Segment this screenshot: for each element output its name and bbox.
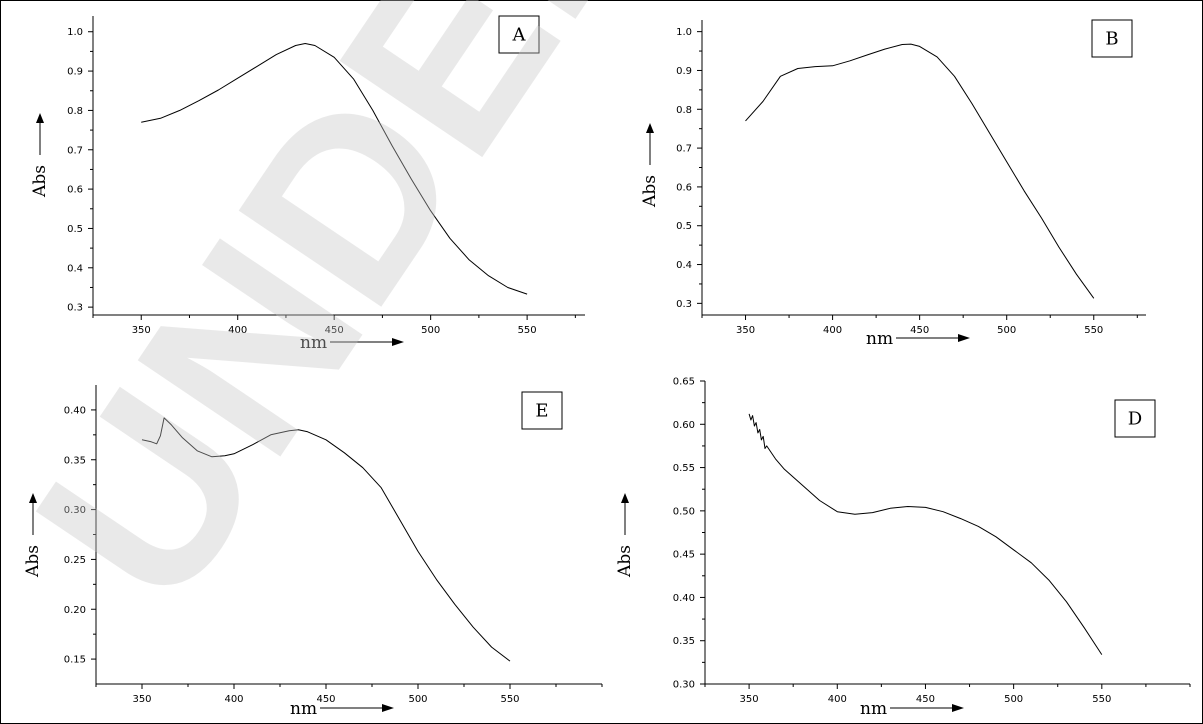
x-tick-label: 450 — [916, 694, 935, 705]
y-tick-label: 0.6 — [67, 185, 83, 196]
y-tick-label: 0.6 — [676, 182, 692, 193]
y-tick-label: 0.7 — [676, 144, 692, 155]
y-tick-label: 0.40 — [64, 405, 86, 416]
x-tick-label: 400 — [228, 325, 247, 336]
y-tick-label: 0.4 — [676, 260, 692, 271]
x-tick-label: 450 — [325, 325, 344, 336]
y-tick-label: 0.8 — [67, 106, 83, 117]
x-tick-label: 500 — [421, 325, 440, 336]
x-tick-label: 500 — [1004, 694, 1023, 705]
x-tick-label: 400 — [224, 694, 243, 705]
chart-panel-b: 350 400 450 500 550 0.3 0.4 0.5 0.6 0.7 0.8 0.9 1.0 A… — [640, 19, 1146, 349]
x-tick-label: 400 — [828, 694, 847, 705]
y-axis-arrow-head — [36, 113, 44, 123]
x-axis-title: nm — [290, 699, 317, 719]
y-tick-label: 1.0 — [676, 27, 692, 38]
x-tick-label: 350 — [132, 694, 151, 705]
x-tick-label: 350 — [132, 325, 151, 336]
y-axis-arrow-head — [646, 123, 654, 133]
y-tick-label: 0.20 — [64, 605, 86, 616]
y-tick-label: 0.35 — [64, 455, 86, 466]
y-tick-label: 0.7 — [67, 145, 83, 156]
x-tick-label: 400 — [823, 325, 842, 336]
y-tick-label: 0.65 — [673, 377, 695, 388]
x-axis-arrow-head — [958, 334, 970, 342]
y-tick-label: 0.9 — [67, 67, 83, 78]
absorbance-series-line — [141, 43, 528, 295]
y-tick-label: 0.8 — [676, 105, 692, 116]
x-tick-label: 500 — [997, 325, 1016, 336]
x-tick-label: 550 — [500, 694, 519, 705]
panel-label: D — [1128, 409, 1142, 430]
x-axis-arrow-head — [952, 704, 964, 712]
x-tick-label: 550 — [1084, 325, 1103, 336]
y-tick-label: 0.30 — [673, 680, 695, 691]
x-tick-label: 350 — [740, 694, 759, 705]
y-tick-label: 0.3 — [676, 299, 692, 310]
x-axis-title: nm — [300, 333, 327, 353]
y-tick-label: 0.40 — [673, 593, 695, 604]
y-tick-label: 0.60 — [673, 420, 695, 431]
x-axis-arrow-head — [382, 704, 394, 712]
panel-label: A — [512, 25, 527, 46]
y-tick-label: 0.15 — [64, 655, 86, 666]
y-tick-label: 0.45 — [673, 550, 695, 561]
x-tick-label: 350 — [736, 325, 755, 336]
y-axis-title: Abs — [30, 165, 50, 198]
absorbance-series-line — [748, 413, 1103, 655]
y-tick-label: 0.4 — [67, 263, 83, 274]
y-tick-label: 0.25 — [64, 555, 86, 566]
x-tick-label: 550 — [1092, 694, 1111, 705]
x-axis-title: nm — [860, 699, 887, 719]
y-axis-arrow-head — [29, 493, 37, 503]
y-tick-label: 0.3 — [67, 303, 83, 314]
panel-label-box — [498, 15, 540, 54]
absorbance-series-line — [745, 43, 1095, 299]
x-tick-label: 550 — [518, 325, 537, 336]
y-tick-label: 0.30 — [64, 505, 86, 516]
y-tick-label: 0.9 — [676, 66, 692, 77]
y-tick-label: 0.50 — [673, 506, 695, 517]
chart-panel-e: 350 400 450 500 550 0.15 0.20 0.25 0.30 0.35 0.40 A… — [23, 385, 603, 719]
y-axis-title: Abs — [640, 175, 660, 208]
y-axis-title: Abs — [615, 545, 635, 578]
chart-panel-a: 350 400 450 500 550 0.3 0.4 0.5 0.6 0.7 0.8 0.9 1.0 A… — [30, 15, 585, 353]
y-tick-label: 0.5 — [67, 224, 83, 235]
panel-label: E — [535, 401, 548, 422]
x-axis-arrow-head — [392, 338, 404, 346]
y-axis-arrow-head — [621, 493, 629, 503]
panel-label-box — [1091, 19, 1133, 58]
absorbance-series-line — [141, 417, 511, 662]
x-tick-label: 500 — [408, 694, 427, 705]
panel-label-box — [521, 391, 563, 430]
x-tick-label: 450 — [316, 694, 335, 705]
y-tick-label: 0.5 — [676, 221, 692, 232]
chart-panel-d: 350 400 450 500 550 0.30 0.35 0.40 0.45 0.50 0.55 0… — [615, 377, 1191, 719]
y-axis-title: Abs — [23, 545, 43, 578]
x-axis-title: nm — [866, 329, 893, 349]
x-tick-label: 450 — [910, 325, 929, 336]
y-tick-label: 0.35 — [673, 636, 695, 647]
y-tick-label: 0.55 — [673, 463, 695, 474]
panel-label: B — [1105, 29, 1118, 50]
y-tick-label: 1.0 — [67, 27, 83, 38]
panels-layer: 350 400 450 500 550 0.3 0.4 0.5 0.6 0.7 0.8 0.9 1.0 A… — [23, 15, 1191, 719]
panel-label-box — [1114, 399, 1156, 438]
